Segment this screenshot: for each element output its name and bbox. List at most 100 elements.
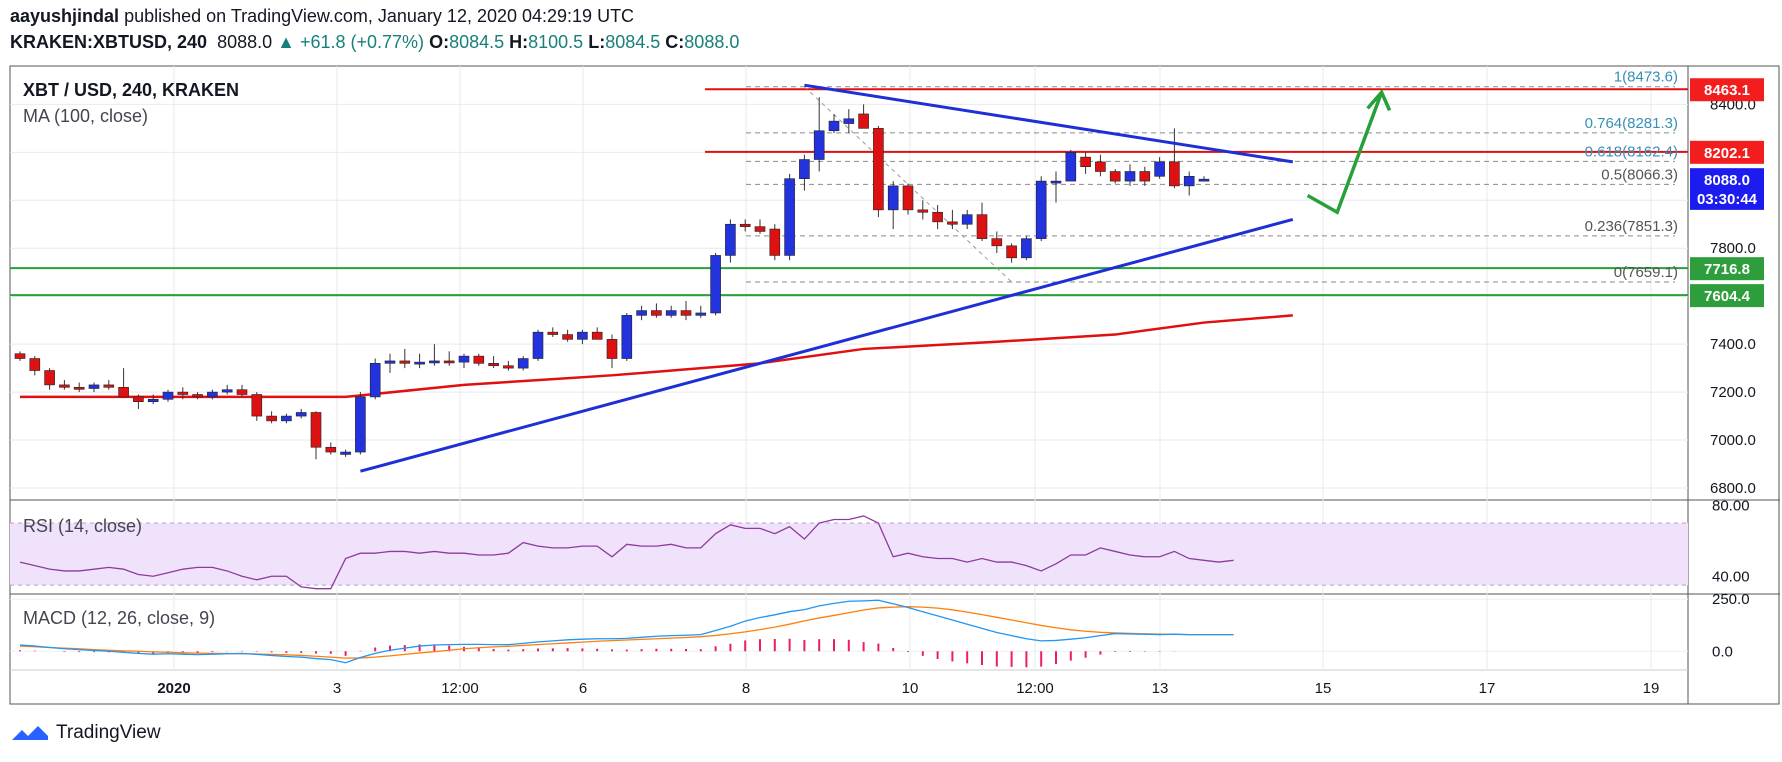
macd-tick-label: 250.0 bbox=[1712, 591, 1750, 608]
candle-body bbox=[103, 384, 115, 388]
candle-body bbox=[932, 211, 943, 223]
price-tag-bg bbox=[1690, 186, 1764, 210]
candle-body bbox=[458, 355, 470, 363]
price-tag-label: 8088.0 bbox=[1704, 172, 1750, 189]
candle-body bbox=[1109, 171, 1121, 182]
candle-body bbox=[310, 412, 322, 448]
y-tick-label: 7400.0 bbox=[1710, 336, 1756, 353]
publish-info: published on TradingView.com, January 12… bbox=[124, 6, 635, 26]
candle-body bbox=[488, 363, 499, 367]
x-tick-label: 2020 bbox=[157, 680, 190, 697]
candle-body bbox=[503, 365, 514, 369]
rsi-tick-label: 40.00 bbox=[1712, 568, 1750, 585]
symbol-name[interactable]: KRAKEN:XBTUSD, 240 bbox=[10, 32, 208, 52]
candle-body bbox=[517, 358, 529, 369]
low-label: L: bbox=[588, 32, 606, 52]
candle-body bbox=[281, 415, 292, 422]
candle-body bbox=[1095, 161, 1106, 172]
brand-name: TradingView bbox=[56, 722, 161, 743]
candle-body bbox=[1080, 156, 1091, 168]
last-price: 8088.0 bbox=[217, 32, 273, 52]
candle-body bbox=[961, 214, 973, 225]
candle-body bbox=[991, 238, 1003, 247]
price-tag-label: 7716.8 bbox=[1704, 261, 1750, 278]
candle-body bbox=[1154, 161, 1165, 177]
ma100-line bbox=[20, 314, 1293, 399]
macd-tick-label: 0.0 bbox=[1712, 643, 1733, 660]
candle-body bbox=[177, 391, 189, 395]
candle-body bbox=[917, 209, 929, 213]
candle-body bbox=[754, 226, 766, 232]
candle-body bbox=[562, 334, 573, 340]
price-tag-bg bbox=[1690, 78, 1764, 102]
candle-body bbox=[976, 214, 988, 239]
candle-body bbox=[902, 185, 914, 211]
x-tick-label: 17 bbox=[1479, 680, 1496, 697]
close-value: 8088.0 bbox=[684, 32, 740, 52]
candle-body bbox=[680, 310, 692, 316]
y-tick-label: 7800.0 bbox=[1710, 240, 1756, 257]
price-tag-label: 03:30:44 bbox=[1697, 191, 1758, 208]
fib-label: 0(7659.1) bbox=[1614, 264, 1678, 281]
y-tick-label: 7200.0 bbox=[1710, 384, 1756, 401]
candle-body bbox=[1065, 152, 1077, 182]
chart-frame bbox=[9, 65, 1780, 705]
macd-line bbox=[19, 599, 1234, 664]
x-tick-label: 8 bbox=[742, 680, 750, 697]
candle-body bbox=[858, 113, 869, 129]
price-change: ▲ +61.8 (+0.77%) bbox=[277, 32, 425, 52]
candle-body bbox=[739, 223, 751, 227]
candle-body bbox=[636, 310, 647, 316]
price-tag-bg bbox=[1690, 284, 1764, 308]
trendline-descending bbox=[804, 83, 1294, 164]
macd-indicator-label[interactable]: MACD (12, 26, close, 9) bbox=[23, 608, 216, 628]
candle-body bbox=[133, 396, 144, 402]
low-value: 8084.5 bbox=[605, 32, 661, 52]
x-tick-label: 19 bbox=[1643, 680, 1660, 697]
candle-body bbox=[88, 384, 100, 389]
candle-body bbox=[118, 387, 129, 398]
y-tick-label: 6800.0 bbox=[1710, 480, 1756, 497]
candle-body bbox=[1183, 175, 1195, 187]
candle-body bbox=[947, 221, 958, 225]
candle-body bbox=[384, 360, 396, 364]
candle-body bbox=[651, 310, 662, 316]
candle-body bbox=[1198, 178, 1210, 182]
candle-body bbox=[828, 120, 840, 132]
candle-body bbox=[532, 331, 544, 359]
candle-body bbox=[1169, 161, 1180, 187]
candle-body bbox=[843, 118, 855, 124]
candle-body bbox=[236, 389, 248, 395]
fib-label: 0.764(8281.3) bbox=[1585, 115, 1678, 132]
candle-body bbox=[813, 130, 825, 160]
candle-body bbox=[710, 255, 721, 314]
candle-body bbox=[1006, 245, 1017, 259]
candle-body bbox=[14, 353, 26, 359]
candle-body bbox=[221, 389, 233, 393]
author-name[interactable]: aayushjindal bbox=[10, 6, 120, 26]
candle-body bbox=[414, 361, 425, 365]
candle-body bbox=[873, 128, 884, 211]
candle-body bbox=[59, 384, 70, 388]
candle-body bbox=[429, 360, 440, 364]
price-tag-bg bbox=[1690, 257, 1764, 281]
candle-body bbox=[799, 159, 810, 179]
candle-body bbox=[769, 228, 781, 256]
candle-body bbox=[340, 451, 351, 455]
fib-label: 0.236(7851.3) bbox=[1585, 218, 1678, 235]
candle-body bbox=[44, 370, 55, 386]
candle-body bbox=[1050, 180, 1062, 184]
candle-body bbox=[784, 178, 795, 256]
x-tick-label: 15 bbox=[1315, 680, 1332, 697]
trendline-ascending bbox=[360, 218, 1294, 473]
x-tick-label: 3 bbox=[333, 680, 341, 697]
footer-brand[interactable]: TradingView bbox=[10, 722, 161, 744]
rsi-indicator-label[interactable]: RSI (14, close) bbox=[23, 516, 143, 536]
candle-body bbox=[547, 331, 559, 335]
candle-body bbox=[1124, 171, 1136, 182]
candle-body bbox=[1021, 238, 1032, 259]
ma-indicator-label[interactable]: MA (100, close) bbox=[23, 106, 149, 126]
y-tick-label: 7000.0 bbox=[1710, 432, 1756, 449]
fib-label: 1(8473.6) bbox=[1614, 69, 1678, 86]
